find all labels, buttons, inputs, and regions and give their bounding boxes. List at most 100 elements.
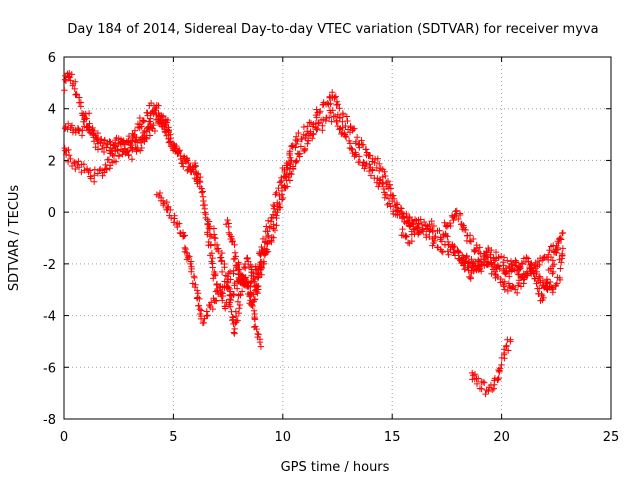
data-point (195, 302, 202, 309)
data-point (94, 146, 102, 153)
data-point (229, 237, 237, 245)
data-point (224, 279, 231, 287)
data-point (196, 178, 204, 186)
data-point (366, 161, 373, 168)
data-point (292, 158, 300, 165)
data-point (558, 259, 565, 266)
data-point (451, 243, 458, 250)
data-point (278, 177, 285, 185)
data-point (352, 140, 360, 147)
data-point (475, 248, 482, 256)
x-tick-label: 20 (493, 430, 510, 445)
data-point (265, 232, 272, 239)
data-point (91, 172, 98, 179)
data-point (115, 153, 123, 160)
data-point (171, 215, 178, 222)
data-point (353, 134, 361, 141)
data-point (231, 241, 238, 249)
grid-lines (64, 57, 611, 419)
data-point (167, 214, 175, 222)
data-point (456, 210, 464, 217)
data-point (77, 99, 85, 106)
data-point (107, 150, 114, 157)
data-point (133, 134, 140, 141)
data-point (384, 177, 392, 185)
data-point (224, 216, 231, 224)
data-point (205, 218, 213, 225)
data-point (314, 120, 322, 127)
data-point (209, 305, 216, 313)
data-point (254, 286, 262, 293)
data-point (310, 130, 317, 137)
data-point (232, 312, 240, 320)
data-point (257, 343, 265, 350)
data-point (331, 94, 338, 101)
data-point (208, 258, 215, 265)
data-point (293, 157, 301, 164)
data-point (339, 118, 346, 126)
data-point (543, 276, 551, 283)
data-point (500, 254, 508, 261)
data-point (431, 234, 439, 242)
data-point (441, 219, 448, 226)
data-point (109, 145, 117, 152)
data-point (417, 216, 424, 223)
data-point (207, 242, 214, 249)
data-point (404, 218, 412, 226)
data-point (309, 135, 316, 142)
y-tick-label: 0 (48, 206, 56, 221)
data-point (226, 299, 233, 306)
data-point (68, 71, 76, 78)
data-point (316, 108, 324, 115)
data-point (284, 183, 291, 190)
data-point (137, 139, 145, 147)
data-point (528, 267, 535, 274)
data-point (192, 163, 199, 170)
data-point (235, 260, 242, 268)
data-point (559, 252, 566, 259)
data-point (231, 249, 239, 257)
data-point (248, 269, 256, 276)
data-point (557, 236, 565, 243)
data-point (555, 239, 562, 247)
data-point (444, 233, 451, 240)
data-point (473, 380, 481, 388)
data-point (250, 273, 257, 280)
data-point (144, 124, 152, 131)
data-point (539, 254, 547, 262)
data-point (488, 262, 496, 270)
data-point (333, 98, 341, 105)
data-point (244, 255, 251, 263)
data-point (309, 123, 317, 130)
data-point (325, 114, 333, 121)
data-point (82, 110, 89, 118)
data-point (460, 226, 468, 233)
data-point (232, 253, 240, 260)
data-point (516, 266, 523, 273)
data-point (230, 270, 237, 277)
data-point (387, 203, 394, 210)
data-point (247, 297, 254, 304)
data-point (371, 159, 378, 167)
y-tick-label: 2 (48, 154, 56, 169)
data-point (150, 121, 157, 129)
data-point (128, 156, 136, 163)
data-point (420, 218, 428, 226)
data-point (130, 132, 137, 140)
data-point (540, 294, 547, 302)
data-point (363, 160, 370, 167)
data-point (256, 260, 263, 268)
data-point (203, 312, 210, 320)
data-point (403, 233, 410, 240)
data-point (222, 272, 229, 279)
data-point (327, 100, 334, 107)
data-point (373, 179, 381, 186)
data-point (68, 122, 76, 129)
series-track-g (222, 89, 422, 290)
data-point (247, 289, 254, 296)
data-point (224, 273, 231, 280)
data-point (412, 225, 420, 232)
data-point (253, 266, 261, 274)
data-point (99, 172, 106, 179)
data-point (121, 145, 129, 152)
